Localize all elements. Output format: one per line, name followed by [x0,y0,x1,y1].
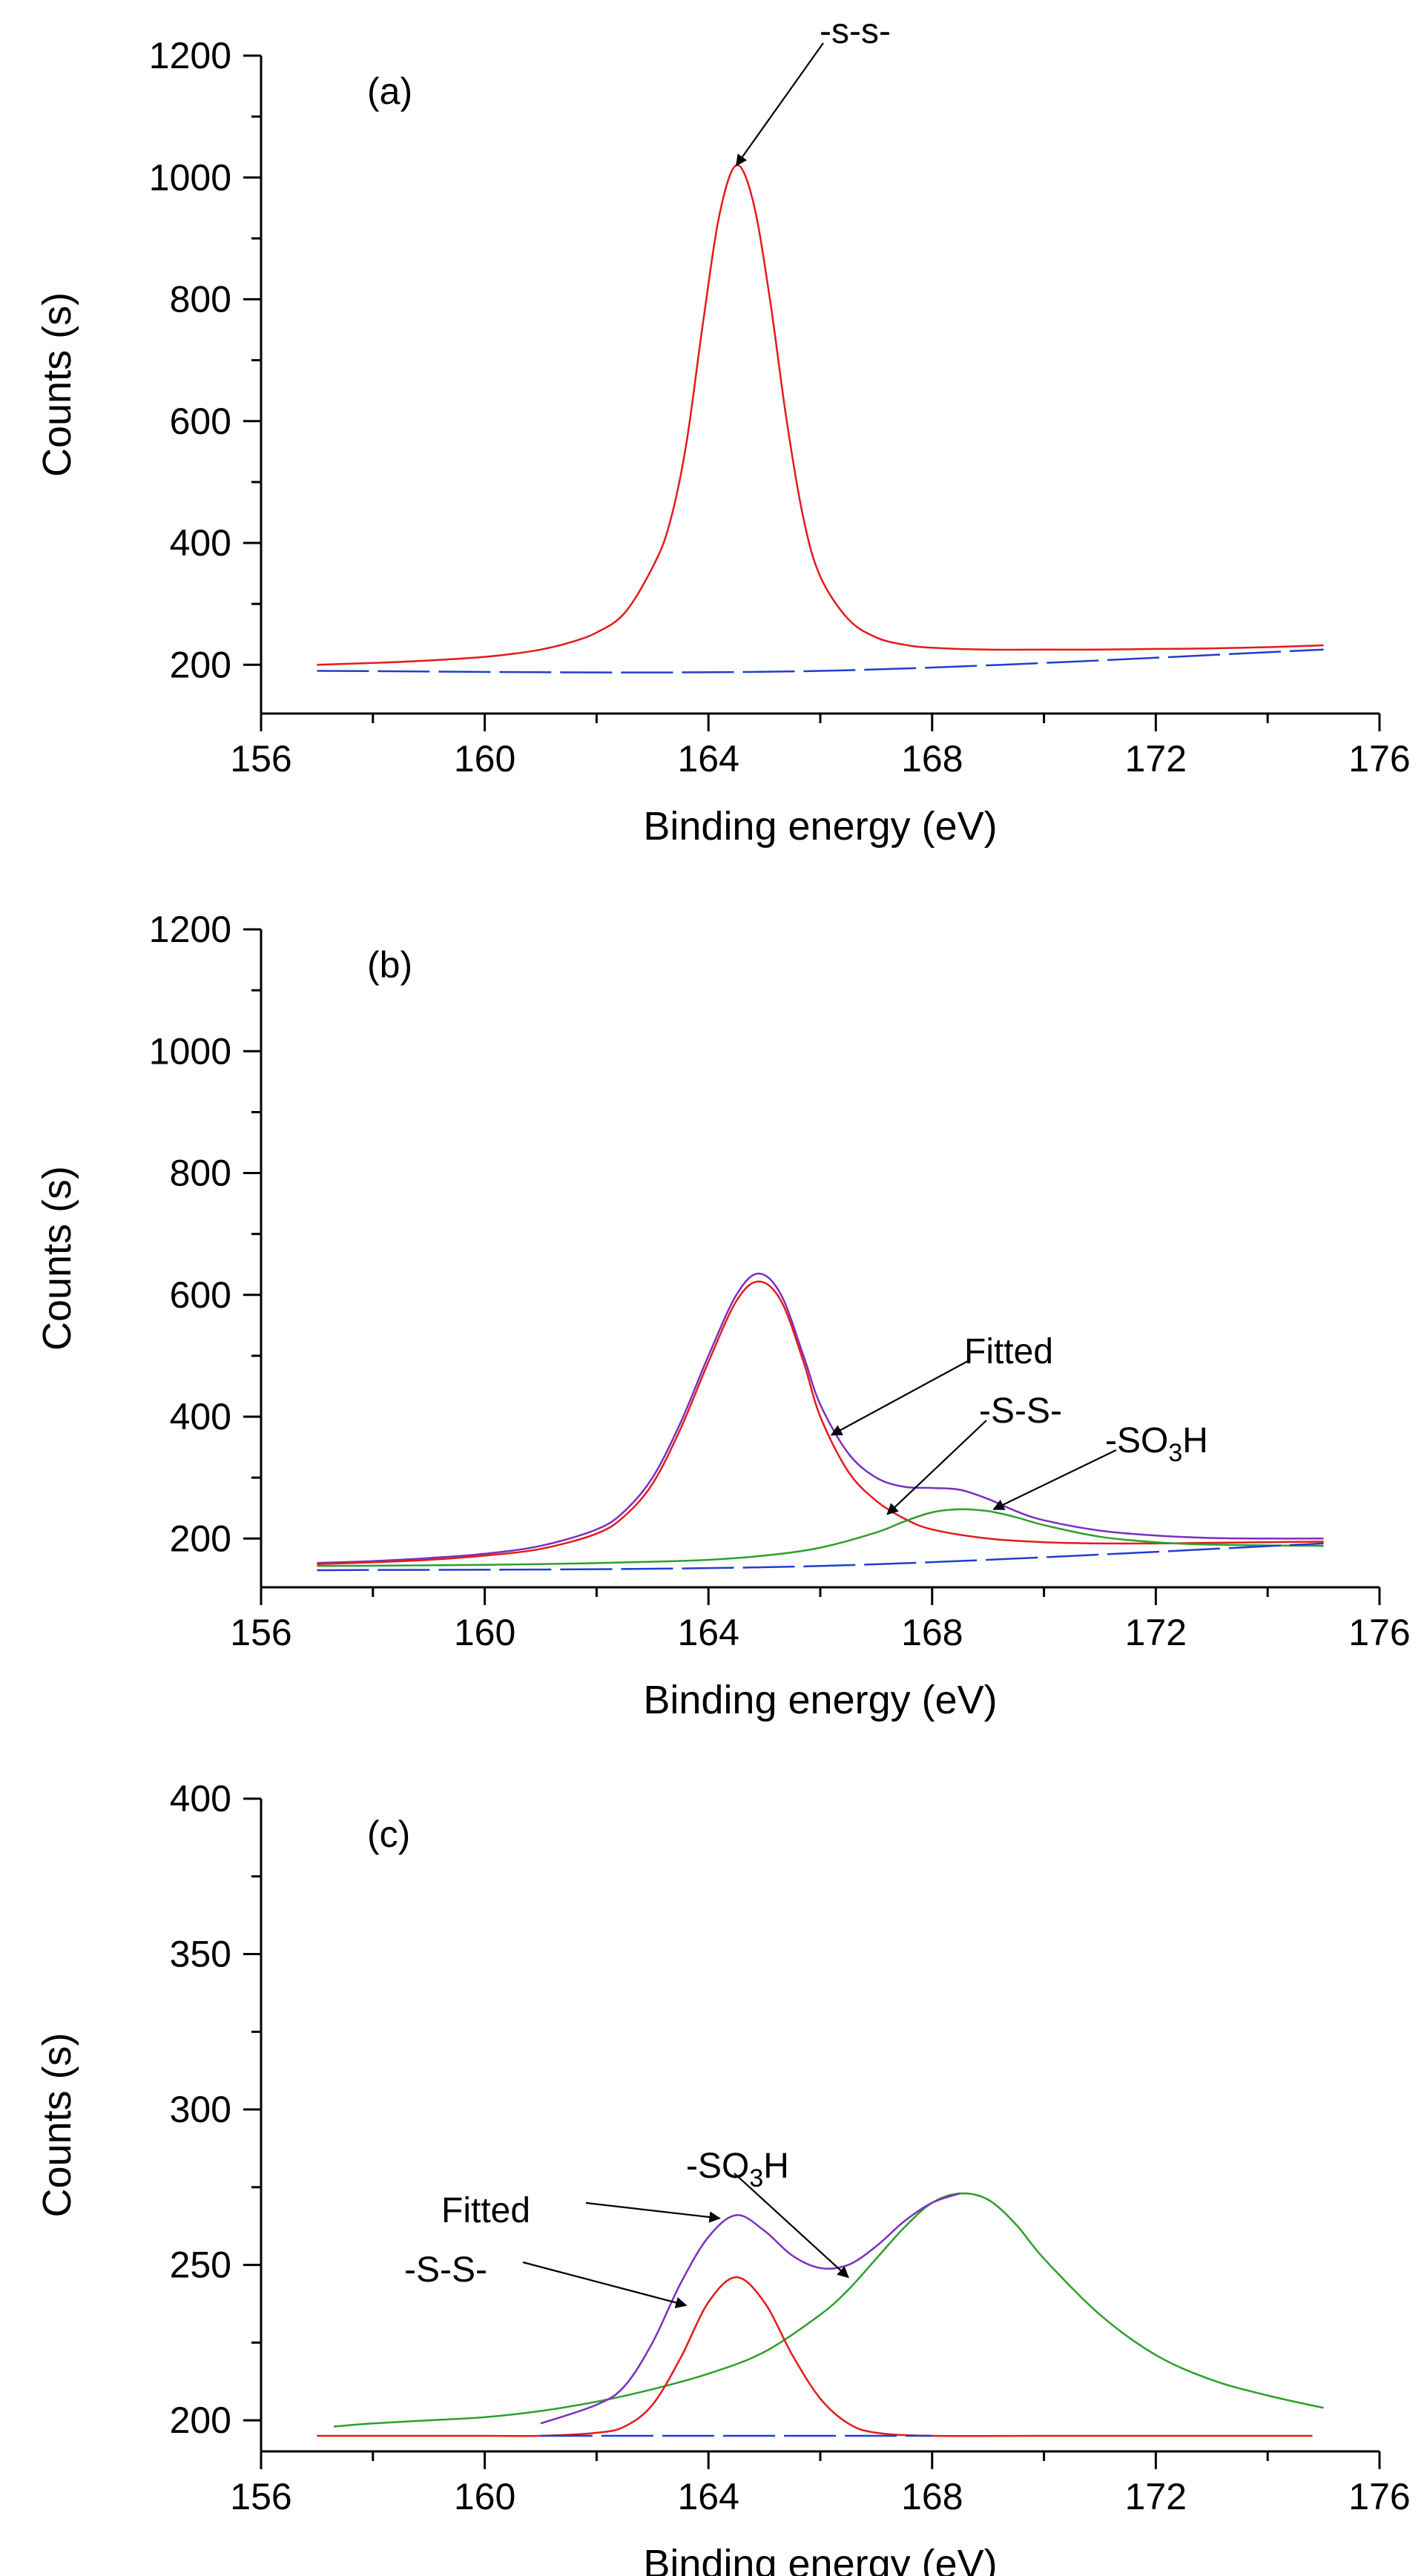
annotation-label: -SO3H [686,2147,789,2193]
y-tick-label: 1000 [149,157,231,198]
annotation-label: -SO3H [1105,1421,1208,1467]
annotation-suffix: H [1182,1421,1208,1460]
panel-c: 156 160 164 168 172 176 200 250 300 350 400 Binding… [35,1778,1411,2576]
series-s-s-line [317,164,1324,666]
x-tick-label: 176 [1348,1612,1410,1653]
x-tick-label: 156 [230,2476,291,2517]
annotation-text: Fitted [441,2191,530,2230]
annotation-arrow [734,2173,849,2279]
y-axis-title: Counts (s) [35,292,79,477]
y-tick-label: 1000 [149,1030,231,1072]
annotation-label: -s-s- [820,12,891,51]
panel-label: (a) [367,70,412,112]
annotation-subscript: 3 [1168,1439,1182,1467]
x-tick-label: 168 [901,1612,963,1653]
annotation-text: -SO [686,2147,749,2186]
annotation-text: -S-S- [979,1391,1062,1431]
y-tick-label: 600 [170,1274,231,1316]
y-tick-label: 200 [170,2399,231,2441]
x-tick-label: 172 [1125,1612,1187,1653]
series-so3h-line [333,2192,1324,2428]
panel-label: (b) [367,944,412,986]
x-tick-label: 164 [677,2476,739,2517]
x-tick-label: 156 [230,1612,291,1653]
annotation-arrow [830,1360,969,1436]
annotation-text: -SO [1105,1421,1168,1460]
y-axis-title: Counts (s) [35,2032,79,2217]
series-so3h-line [317,1508,1324,1567]
y-tick-label: 1200 [149,35,231,76]
x-axis-title: Binding energy (eV) [643,1678,997,1722]
annotation-arrow [886,1420,987,1515]
x-tick-label: 160 [454,1612,515,1653]
x-axis-title: Binding energy (eV) [643,2542,997,2576]
y-tick-label: 350 [170,1934,231,1975]
x-tick-label: 160 [454,2476,515,2517]
x-tick-label: 168 [901,738,963,780]
y-tick-label: 600 [170,401,231,442]
annotation-text: -s-s- [820,12,891,51]
annotation-arrow [736,42,824,167]
series-s-s-line [317,1280,1324,1566]
panel-a: 156 160 164 168 172 176 200 400 600 800 1000 1200 Bi… [35,12,1411,849]
y-tick-label: 400 [170,1396,231,1437]
y-tick-label: 200 [170,644,231,685]
annotation-arrow [522,2261,688,2308]
x-tick-label: 156 [230,738,291,780]
panel-b: 156 160 164 168 172 176 200 400 600 800 1000 1200 Bi… [35,909,1411,1722]
y-tick-label: 800 [170,1153,231,1194]
annotation-arrow [585,2201,721,2223]
annotation-label: -S-S- [404,2250,487,2290]
y-tick-label: 400 [170,522,231,564]
x-tick-label: 164 [677,1612,739,1653]
x-tick-label: 172 [1125,738,1187,780]
series-baseline-line [317,1542,1324,1572]
x-tick-label: 172 [1125,2476,1187,2517]
y-tick-label: 400 [170,1778,231,1819]
y-tick-label: 250 [170,2244,231,2286]
series-baseline-line [317,648,1324,673]
x-axis-title: Binding energy (eV) [643,804,997,849]
series-fitted-line [317,1272,1324,1564]
x-tick-label: 160 [454,738,515,780]
annotation-subscript: 3 [749,2164,763,2193]
x-tick-label: 176 [1348,2476,1410,2517]
x-tick-label: 176 [1348,738,1410,780]
annotation-label: Fitted [441,2191,530,2230]
annotation-label: -S-S- [979,1391,1062,1431]
annotation-arrow [992,1449,1117,1510]
y-tick-label: 800 [170,279,231,320]
annotation-label: Fitted [964,1332,1053,1371]
x-tick-label: 164 [677,738,739,780]
y-axis-title: Counts (s) [35,1166,79,1351]
series-fitted-line [540,2193,960,2425]
x-tick-label: 168 [901,2476,963,2517]
annotation-text: Fitted [964,1332,1053,1371]
y-tick-label: 200 [170,1518,231,1559]
annotation-suffix: H [763,2147,789,2186]
annotation-text: -S-S- [404,2250,487,2290]
y-tick-label: 1200 [149,909,231,950]
series-s-s-line [317,2276,1313,2437]
panel-label: (c) [367,1814,410,1855]
y-tick-label: 300 [170,2089,231,2130]
